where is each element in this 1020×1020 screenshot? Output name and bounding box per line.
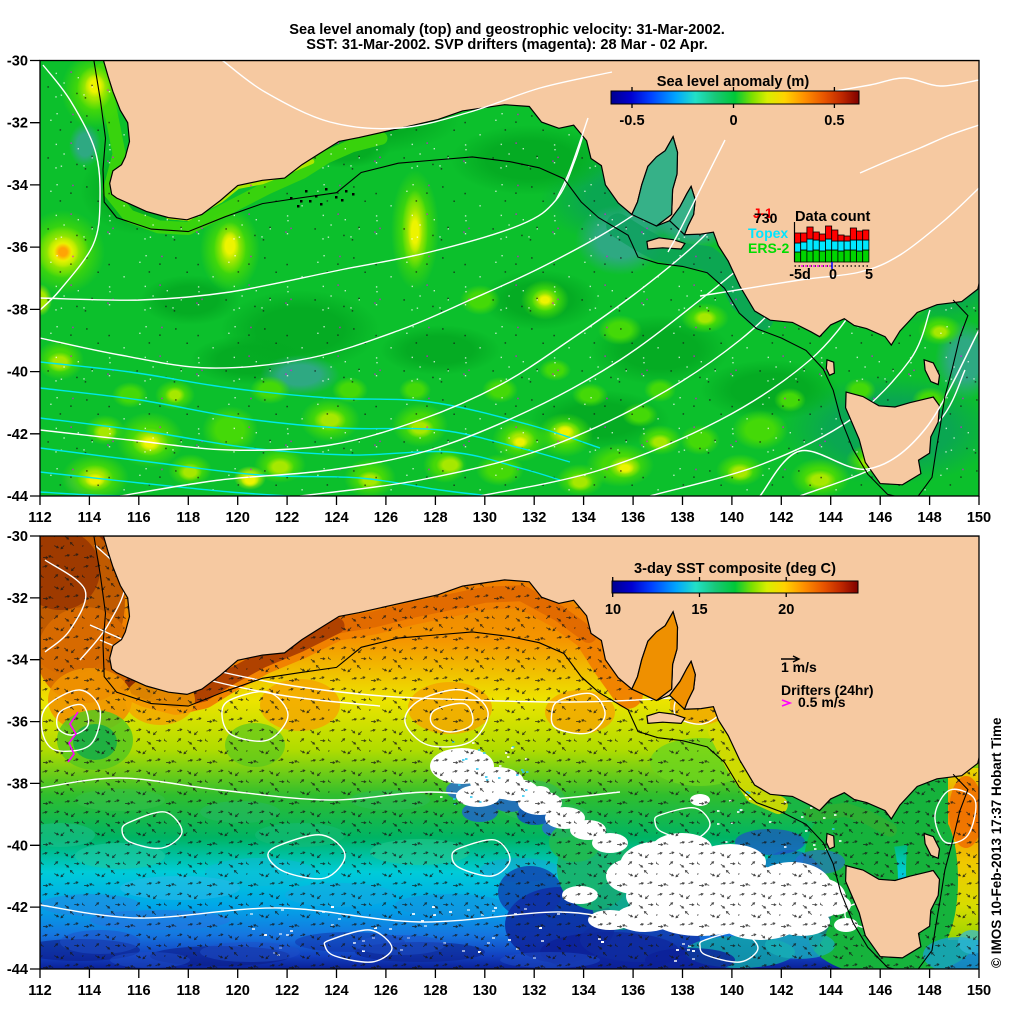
svg-text:Data count: Data count — [795, 209, 871, 225]
svg-text:126: 126 — [374, 510, 398, 526]
svg-text:3-day SST composite (deg C): 3-day SST composite (deg C) — [634, 561, 836, 577]
svg-text:118: 118 — [177, 510, 201, 526]
svg-text:-44: -44 — [7, 489, 29, 505]
svg-text:-38: -38 — [7, 776, 28, 792]
svg-text:-42: -42 — [7, 427, 28, 443]
svg-text:130: 130 — [473, 510, 497, 526]
svg-text:114: 114 — [78, 983, 102, 999]
svg-text:-32: -32 — [7, 591, 28, 607]
svg-text:Sea level anomaly (top) and ge: Sea level anomaly (top) and geostrophic … — [289, 22, 725, 38]
svg-text:112: 112 — [28, 983, 52, 999]
svg-text:128: 128 — [423, 983, 447, 999]
svg-text:-34: -34 — [7, 178, 29, 194]
svg-text:120: 120 — [226, 983, 250, 999]
svg-text:116: 116 — [127, 983, 151, 999]
svg-text:144: 144 — [819, 983, 844, 999]
svg-text:150: 150 — [967, 983, 991, 999]
svg-text:134: 134 — [571, 510, 596, 526]
svg-text:142: 142 — [769, 510, 793, 526]
svg-text:5: 5 — [865, 267, 873, 283]
svg-text:0.5: 0.5 — [824, 113, 844, 129]
svg-text:136: 136 — [621, 983, 645, 999]
svg-text:-32: -32 — [7, 116, 28, 132]
svg-text:136: 136 — [621, 510, 645, 526]
svg-text:-30: -30 — [7, 54, 28, 70]
svg-text:130: 130 — [473, 983, 497, 999]
svg-text:116: 116 — [127, 510, 151, 526]
svg-text:-30: -30 — [7, 529, 28, 545]
svg-text:15: 15 — [691, 602, 707, 618]
svg-text:0: 0 — [829, 267, 837, 283]
svg-text:0: 0 — [729, 113, 737, 129]
svg-text:118: 118 — [177, 983, 201, 999]
svg-text:Sea level anomaly (m): Sea level anomaly (m) — [657, 74, 810, 90]
svg-text:126: 126 — [374, 983, 398, 999]
svg-text:140: 140 — [720, 510, 744, 526]
svg-text:122: 122 — [275, 510, 299, 526]
svg-text:148: 148 — [917, 983, 941, 999]
svg-text:SST: 31-Mar-2002. SVP drifters: SST: 31-Mar-2002. SVP drifters (magenta)… — [306, 37, 707, 53]
svg-text:142: 142 — [769, 983, 793, 999]
svg-text:-36: -36 — [7, 715, 28, 731]
svg-text:138: 138 — [670, 983, 694, 999]
svg-text:20: 20 — [778, 602, 794, 618]
svg-text:-38: -38 — [7, 302, 28, 318]
svg-text:146: 146 — [868, 510, 892, 526]
svg-text:114: 114 — [78, 510, 102, 526]
svg-text:-40: -40 — [7, 838, 28, 854]
svg-text:138: 138 — [670, 510, 694, 526]
svg-text:124: 124 — [324, 510, 349, 526]
svg-text:144: 144 — [819, 510, 844, 526]
svg-text:132: 132 — [522, 510, 546, 526]
svg-text:J-1: J-1 — [753, 206, 773, 221]
svg-text:-40: -40 — [7, 365, 28, 381]
svg-text:150: 150 — [967, 510, 991, 526]
svg-text:-5d: -5d — [789, 267, 811, 283]
svg-text:140: 140 — [720, 983, 744, 999]
svg-text:ERS-2: ERS-2 — [748, 240, 789, 256]
svg-text:134: 134 — [571, 983, 596, 999]
svg-text:120: 120 — [226, 510, 250, 526]
svg-text:730: 730 — [754, 210, 778, 226]
svg-text:Drifters (24hr): Drifters (24hr) — [781, 682, 874, 698]
svg-text:1 m/s: 1 m/s — [781, 659, 817, 675]
svg-text:132: 132 — [522, 983, 546, 999]
svg-text:10: 10 — [605, 602, 621, 618]
svg-text:-0.5: -0.5 — [619, 113, 644, 129]
svg-text:Topex: Topex — [748, 225, 788, 241]
svg-text:© IMOS 10-Feb-2013 17:37 Hobar: © IMOS 10-Feb-2013 17:37 Hobart Time — [989, 717, 1004, 968]
svg-text:-42: -42 — [7, 900, 28, 916]
svg-text:148: 148 — [917, 510, 941, 526]
svg-text:124: 124 — [324, 983, 349, 999]
svg-text:122: 122 — [275, 983, 299, 999]
svg-text:0.5 m/s: 0.5 m/s — [798, 694, 846, 710]
svg-text:146: 146 — [868, 983, 892, 999]
svg-text:112: 112 — [28, 510, 52, 526]
svg-text:128: 128 — [423, 510, 447, 526]
svg-text:-34: -34 — [7, 653, 29, 669]
svg-text:-44: -44 — [7, 962, 29, 978]
svg-text:-36: -36 — [7, 240, 28, 256]
